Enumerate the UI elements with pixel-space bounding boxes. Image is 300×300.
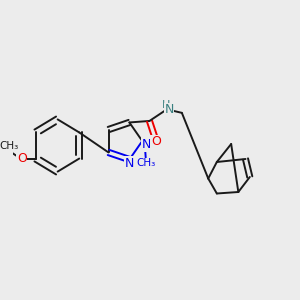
Text: CH₃: CH₃: [0, 141, 18, 151]
Text: N: N: [141, 138, 151, 151]
Text: N: N: [124, 157, 134, 169]
Text: O: O: [151, 136, 161, 148]
Text: N: N: [164, 103, 174, 116]
Text: CH₃: CH₃: [136, 158, 156, 169]
Text: H: H: [162, 100, 171, 110]
Text: O: O: [17, 152, 27, 165]
